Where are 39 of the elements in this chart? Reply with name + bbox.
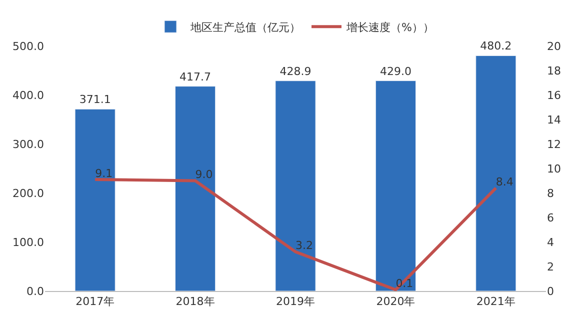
y-tick-label: 300.0 (12, 138, 44, 151)
x-tick-label: 2021年 (476, 295, 516, 308)
line-series (94, 178, 498, 291)
y-tick-label: 100.0 (12, 236, 44, 249)
data-label: 3.2 (296, 239, 313, 252)
bar (275, 80, 316, 291)
y2-tick-label: 18 (547, 64, 561, 78)
y2-tick-label: 14 (547, 113, 561, 126)
y2-tick-label: 6 (547, 211, 554, 224)
x-tick-label: 2019年 (276, 295, 315, 308)
x-tick-label: 2018年 (176, 295, 215, 308)
data-label: 9.1 (95, 166, 113, 180)
y2-tick-label: 16 (547, 88, 561, 102)
y2-tick-label: 0 (547, 284, 554, 298)
y2-tick-label: 4 (547, 236, 554, 249)
data-label: 480.2 (480, 40, 512, 53)
data-label: 428.9 (280, 64, 312, 78)
data-label: 9.0 (195, 168, 213, 181)
y2-tick-label: 12 (547, 138, 561, 151)
bar (175, 86, 216, 291)
legend-label: 地区生产总值（亿元） (190, 20, 300, 34)
data-label: 417.7 (180, 70, 212, 84)
legend-label: 增长速度（%）） (346, 20, 434, 34)
x-tick-label: 2017年 (76, 295, 115, 308)
y2-tick-label: 10 (547, 162, 561, 176)
bar (74, 108, 116, 291)
y-tick-label: 400.0 (12, 88, 44, 102)
data-label: 429.0 (380, 64, 412, 78)
y2-tick-label: 20 (547, 40, 561, 53)
x-tick-label: 2020年 (376, 295, 416, 308)
y2-tick-label: 2 (547, 260, 554, 274)
data-label: 371.1 (79, 93, 111, 106)
data-label: 8.4 (496, 175, 514, 188)
bar (375, 80, 416, 291)
bar (476, 55, 516, 291)
y-tick-label: 500.0 (12, 40, 44, 53)
y-tick-label: 0.0 (26, 284, 44, 298)
y2-tick-label: 8 (547, 186, 554, 200)
y-tick-label: 200.0 (12, 186, 44, 200)
